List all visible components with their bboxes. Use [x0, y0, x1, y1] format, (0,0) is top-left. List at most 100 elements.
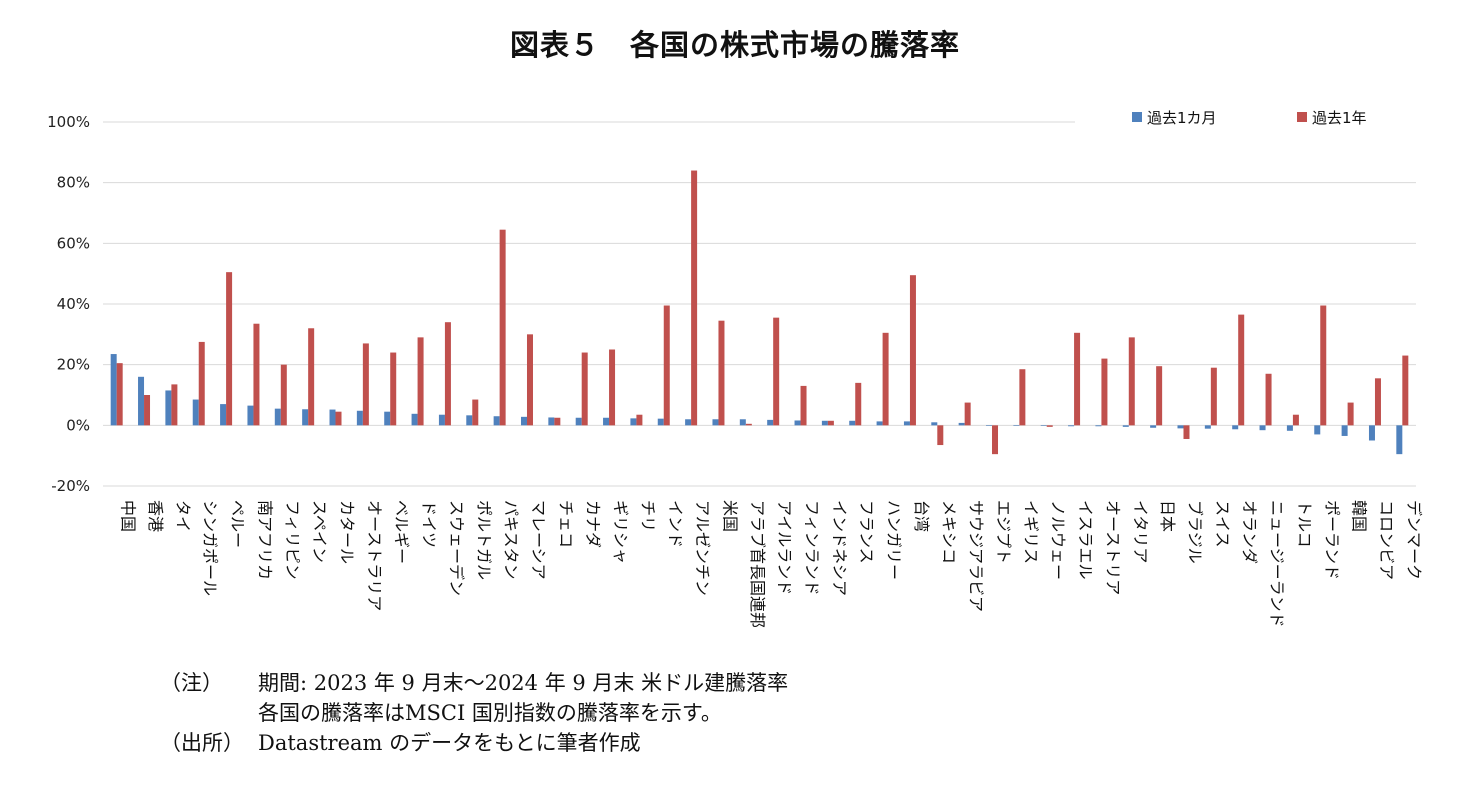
bar-1y — [198, 341, 205, 426]
bar-1y — [718, 320, 725, 426]
bar-1y — [526, 334, 533, 426]
bar-1m — [712, 419, 719, 426]
bar-1y — [1210, 367, 1217, 426]
bar-1m — [110, 354, 117, 426]
bar-1y — [1074, 332, 1081, 426]
footnotes: （注） 期間: 2023 年 9 月末～2024 年 9 月末 米ドル建騰落率 … — [160, 668, 788, 758]
bar-1m — [1259, 425, 1266, 431]
bar-1y — [609, 349, 616, 426]
bar-1m — [1095, 425, 1102, 427]
x-tick-label: オランダ — [1240, 500, 1259, 564]
bar-1m — [657, 418, 664, 426]
x-tick-label: 香港 — [146, 500, 165, 532]
y-tick-label: 100% — [47, 113, 90, 131]
bar-1y — [226, 272, 233, 426]
bar-1y — [909, 275, 916, 426]
x-tick-label: マレーシア — [529, 500, 548, 580]
x-tick-label: インドネシア — [830, 500, 849, 596]
y-tick-label: -20% — [51, 477, 90, 495]
bar-1m — [1013, 425, 1020, 426]
bar-1y — [800, 385, 807, 426]
note-text: 期間: 2023 年 9 月末～2024 年 9 月末 米ドル建騰落率 — [258, 671, 789, 695]
bar-1m — [849, 420, 856, 426]
bar-1m — [958, 422, 965, 426]
y-tick-label: 40% — [57, 295, 90, 313]
bar-1y — [855, 382, 862, 426]
x-tick-label: 台湾 — [912, 500, 931, 532]
x-tick-label: コロンビア — [1377, 500, 1396, 580]
bar-1y — [1265, 373, 1272, 426]
x-tick-label: カナダ — [584, 500, 603, 548]
bar-1m — [1314, 425, 1321, 435]
bar-chart: 100% 80% 60% 40% 20% 0% -20% 中国 香港 タイ シンガポール ペルー 南ア… — [47, 109, 1424, 628]
note-period: （注） 期間: 2023 年 9 月末～2024 年 9 月末 米ドル建騰落率 — [160, 668, 788, 698]
x-tick-label: パキスタン — [502, 500, 521, 580]
bar-1y — [417, 337, 424, 426]
bar-1y — [554, 417, 561, 426]
bar-1y — [937, 425, 944, 446]
bar-1m — [739, 419, 746, 426]
bar-1m — [1040, 425, 1047, 426]
x-tick-label: ドイツ — [420, 500, 439, 548]
bar-1y — [444, 322, 451, 426]
bar-1y — [116, 363, 123, 426]
bar-1m — [1286, 425, 1293, 431]
x-tick-label: カタール — [338, 500, 357, 564]
bar-1m — [411, 413, 418, 426]
legend-swatch-1y — [1297, 112, 1307, 122]
x-tick-label: ポーランド — [1322, 500, 1341, 580]
bar-1y — [390, 352, 397, 426]
bar-1y — [499, 229, 506, 426]
x-tick-label: 中国 — [119, 500, 138, 532]
x-tick-label: ベルギー — [392, 500, 411, 564]
note-text: 各国の騰落率はMSCI 国別指数の騰落率を示す。 — [258, 701, 722, 725]
x-tick-label: フランス — [857, 500, 876, 564]
x-tick-label: スペイン — [310, 500, 329, 563]
bar-1y — [144, 395, 151, 426]
x-tick-label: エジプト — [994, 500, 1013, 564]
bar-1y — [773, 317, 780, 426]
x-tick-label: チェコ — [556, 500, 575, 548]
bar-1m — [1122, 425, 1129, 427]
bar-1y — [1402, 355, 1409, 426]
bar-1m — [1204, 425, 1211, 429]
note-text: Datastream のデータをもとに筆者作成 — [258, 731, 641, 755]
x-tick-label: オーストリア — [1103, 500, 1122, 595]
bar-1m — [821, 420, 828, 426]
bar-1y — [636, 414, 643, 426]
gridlines — [103, 121, 1416, 487]
bar-1y — [1156, 366, 1163, 426]
bar-1y — [280, 364, 287, 426]
bar-1m — [1068, 425, 1075, 427]
x-tick-label: フィンランド — [803, 500, 822, 596]
bar-1y — [1019, 369, 1026, 426]
x-tick-label: ブラジル — [1185, 500, 1204, 564]
bar-1y — [1046, 425, 1053, 427]
x-tick-label: シンガポール — [201, 500, 220, 596]
x-tick-label: フィリピン — [283, 500, 302, 580]
x-tick-label: メキシコ — [939, 500, 958, 564]
y-tick-label: 60% — [57, 234, 90, 252]
note-source: （出所） Datastream のデータをもとに筆者作成 — [160, 728, 788, 758]
x-tick-label: イタリア — [1131, 500, 1150, 563]
bar-1m — [466, 415, 473, 426]
x-tick-label: アイルランド — [775, 500, 794, 595]
x-tick-label: スイス — [1213, 500, 1232, 548]
bar-1y — [745, 423, 752, 426]
legend: 過去1カ月 過去1年 — [1132, 109, 1367, 127]
legend-swatch-1m — [1132, 112, 1142, 122]
bar-1m — [1177, 425, 1184, 429]
bar-1y — [691, 170, 698, 426]
x-axis-ticks: 中国 香港 タイ シンガポール ペルー 南アフリカ フィリピン スペイン カタール オーストラリア… — [119, 500, 1424, 628]
bar-1m — [356, 410, 363, 426]
bar-1m — [438, 414, 445, 426]
bar-1m — [1396, 425, 1403, 455]
bars — [110, 170, 1409, 455]
bar-1y — [171, 384, 178, 426]
bar-1y — [1374, 378, 1381, 426]
bar-1m — [1368, 425, 1375, 441]
x-tick-label: ノルウェー — [1049, 500, 1068, 580]
bar-1y — [581, 352, 588, 426]
bar-1m — [247, 405, 254, 426]
bar-1m — [603, 417, 610, 426]
